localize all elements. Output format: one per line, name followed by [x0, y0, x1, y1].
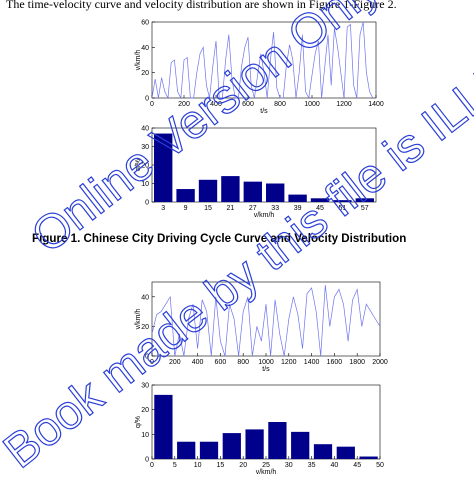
chart3-axes-box: [151, 281, 381, 357]
figure1-caption: Figure 1. Chinese City Driving Cycle Cur…: [32, 232, 407, 245]
chart2-xtick-label: 9: [184, 205, 188, 212]
chart4-xtick-label: 15: [217, 462, 225, 469]
chart2-ylabel: q/%: [135, 159, 142, 171]
chart2-bar: [266, 183, 285, 202]
chart1-xtick-label: 1000: [304, 101, 320, 108]
chart3-xtick-label: 800: [237, 359, 249, 366]
chart4-xtick-label: 10: [194, 462, 202, 469]
chart1-xlabel: t/s: [260, 108, 268, 115]
chart2-bar: [288, 194, 307, 202]
chart2-bar: [355, 198, 374, 202]
chart2-xtick-label: 21: [227, 205, 235, 212]
chart4-xtick-label: 45: [353, 462, 361, 469]
chart4-bar: [336, 446, 355, 459]
chart3-ytick-label: 20: [141, 324, 149, 331]
chart4-xtick-label: 20: [239, 462, 247, 469]
chart4-xtick-label: 35: [308, 462, 316, 469]
chart2-bar: [154, 133, 173, 202]
chart2-xtick-label: 33: [271, 205, 279, 212]
chart1-axes-box: [151, 21, 377, 99]
chart3-xtick-label: 0: [150, 359, 154, 366]
chart4-ytick-label: 30: [141, 383, 149, 390]
chart4-bar: [291, 431, 310, 459]
chart4-bar: [245, 429, 264, 459]
chart2-ytick-label: 30: [141, 144, 149, 151]
chart3-xtick-label: 1400: [304, 359, 320, 366]
chart2-ytick-label: 0: [145, 200, 149, 207]
chart2-ytick-label: 10: [141, 181, 149, 188]
chart4-xlabel: v/km/h: [256, 469, 277, 476]
chart2-xtick-label: 57: [361, 205, 369, 212]
chart4-ytick-label: 20: [141, 407, 149, 414]
chart1-ylabel: v/km/h: [135, 50, 142, 71]
chart2-bar: [176, 189, 195, 202]
chart2-bar: [310, 198, 330, 202]
chart3-xtick-label: 200: [169, 359, 181, 366]
chart4-xtick-label: 30: [285, 462, 293, 469]
chart2-xtick-label: 15: [204, 205, 212, 212]
chart3-xlabel: t/s: [262, 366, 270, 373]
chart2-xtick-label: 27: [249, 205, 257, 212]
chart4-bar: [199, 441, 219, 459]
chart3-xtick-label: 1000: [258, 359, 274, 366]
chart3-xtick-label: 1800: [349, 359, 365, 366]
chart3-xtick-label: 400: [192, 359, 204, 366]
chart2-xtick-label: 51: [339, 205, 347, 212]
chart1-xtick-label: 800: [274, 101, 286, 108]
chart4-ylabel: q/%: [135, 416, 142, 428]
chart4-bar: [313, 444, 333, 459]
chart1-xtick-label: 600: [242, 101, 254, 108]
chart4-xtick-label: 5: [173, 462, 177, 469]
chart4-bar: [154, 394, 173, 459]
chart4-xtick-label: 50: [376, 462, 384, 469]
chart1-ytick-label: 20: [141, 70, 149, 77]
chart4-bar: [359, 456, 378, 459]
chart3-xtick-label: 2000: [372, 359, 388, 366]
chart2-bar: [333, 200, 352, 202]
chart4-bar: [222, 433, 241, 459]
chart1-xtick-label: 200: [178, 101, 190, 108]
chart1-xtick-label: 1200: [336, 101, 352, 108]
chart4-bar: [177, 441, 196, 459]
chart2-bar: [221, 176, 240, 202]
chart4-xtick-label: 25: [262, 462, 270, 469]
chart1-ytick-label: 0: [145, 96, 149, 103]
chart4-ytick-label: 0: [145, 457, 149, 464]
chart1-xtick-label: 0: [150, 101, 154, 108]
chart1-xtick-label: 1400: [368, 101, 384, 108]
chart2-xtick-label: 45: [316, 205, 324, 212]
chart3-ylabel: v/km/h: [135, 309, 142, 330]
chart2-xtick-label: 3: [161, 205, 165, 212]
chart1-ytick-label: 40: [141, 45, 149, 52]
chart3-xtick-label: 1200: [281, 359, 297, 366]
chart2-xtick-label: 39: [294, 205, 302, 212]
chart3-ytick-label: 0: [145, 354, 149, 361]
chart4-ytick-label: 10: [141, 432, 149, 439]
chart4-xtick-label: 40: [331, 462, 339, 469]
chart3-xtick-label: 1600: [327, 359, 343, 366]
chart3-ytick-label: 40: [141, 294, 149, 301]
chart2-bar: [198, 179, 218, 202]
chart2-xlabel: v/km/h: [254, 212, 275, 219]
chart2-ytick-label: 40: [141, 126, 149, 133]
chart4-xtick-label: 0: [150, 462, 154, 469]
chart1-ytick-label: 60: [141, 20, 149, 27]
chart1-series-line: [151, 21, 374, 100]
chart4-bar: [268, 422, 287, 459]
chart1-xtick-label: 400: [210, 101, 222, 108]
chart3-series-line: [151, 284, 381, 357]
intro-text: The time-velocity curve and velocity dis…: [6, 0, 397, 11]
chart2-ytick-label: 20: [141, 163, 149, 170]
chart2-bar: [243, 181, 262, 202]
chart3-xtick-label: 600: [215, 359, 227, 366]
